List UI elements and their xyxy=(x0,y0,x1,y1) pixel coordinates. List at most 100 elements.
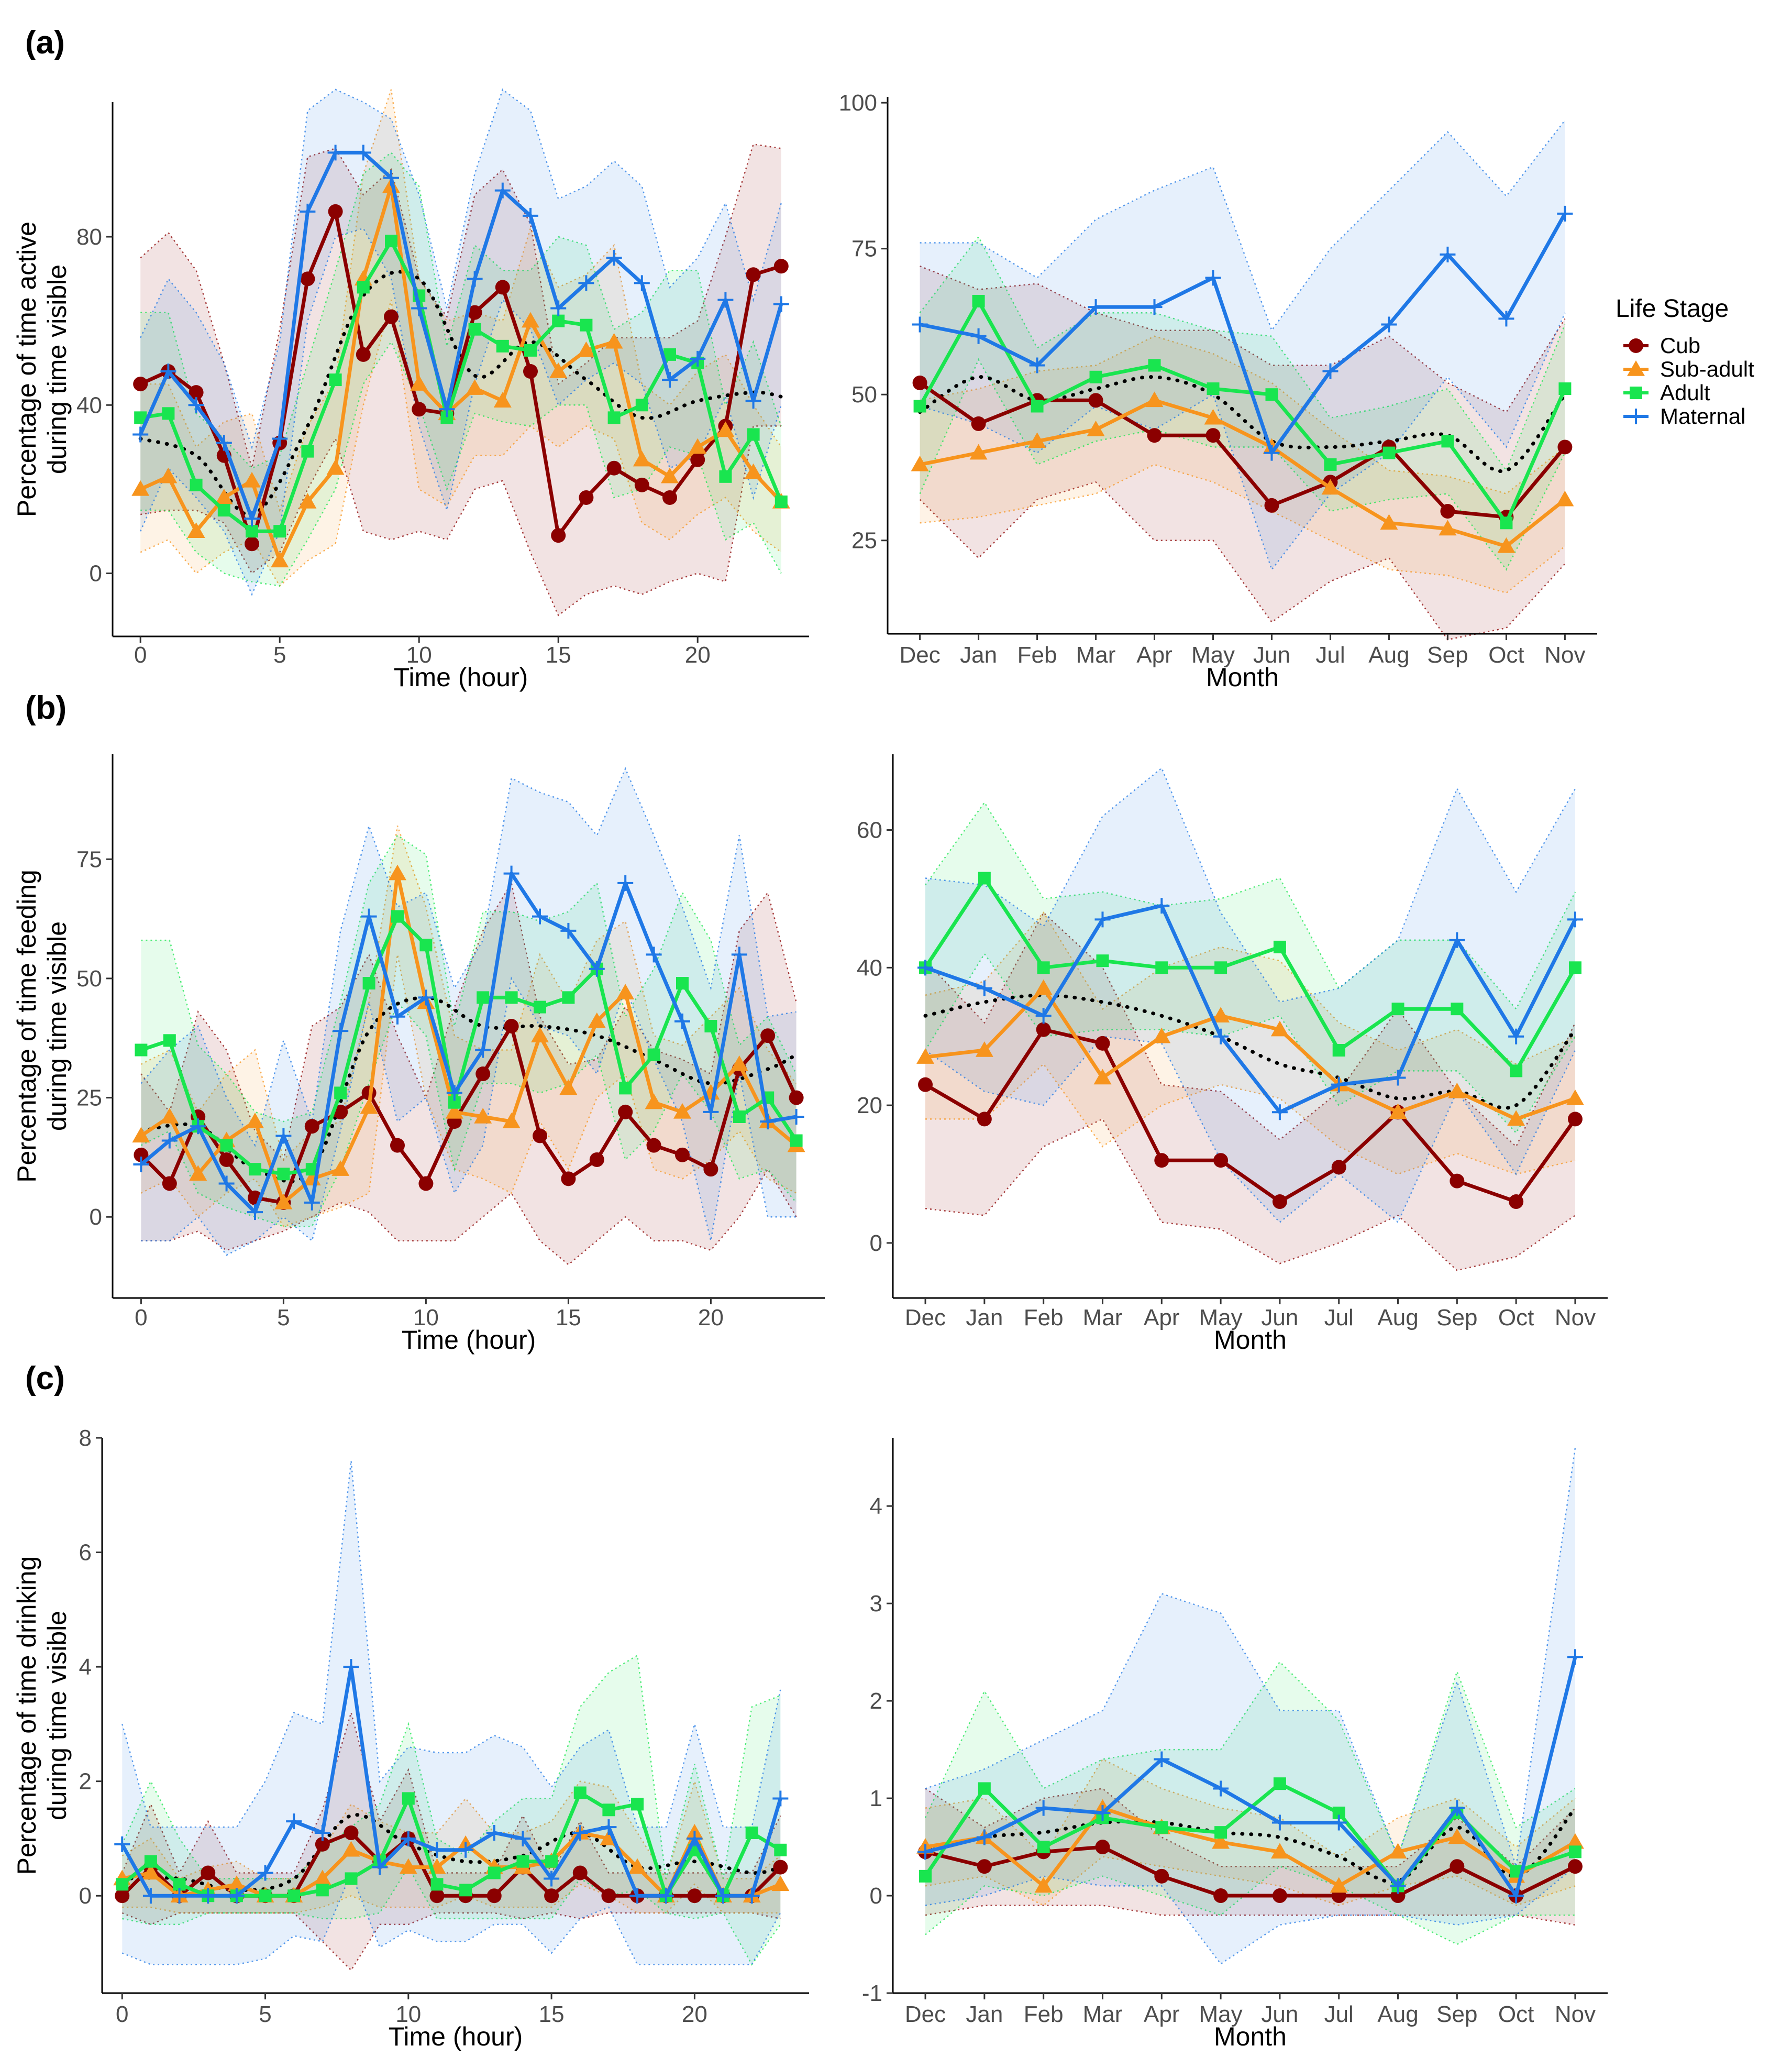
data-point-adult xyxy=(1037,1841,1050,1854)
confidence-bands xyxy=(924,1447,1576,1965)
data-point-maternal xyxy=(717,292,734,308)
data-point-adult xyxy=(775,495,788,508)
band-maternal xyxy=(122,1460,781,1965)
data-point-sub-adult xyxy=(1389,1843,1407,1859)
data-point-maternal xyxy=(1381,316,1397,333)
data-point-cub xyxy=(1264,498,1279,513)
data-point-cub xyxy=(634,477,649,492)
band-maternal xyxy=(925,1447,1575,1964)
data-point-sub-adult xyxy=(1321,479,1340,495)
data-point-sub-adult xyxy=(531,1027,549,1042)
data-point-adult xyxy=(385,235,397,248)
data-point-cub xyxy=(1095,1036,1110,1051)
x-tick-label: Sep xyxy=(1427,642,1468,668)
data-point-adult xyxy=(524,344,537,357)
data-point-sub-adult xyxy=(342,1841,360,1857)
panel-label-a: (a) xyxy=(25,25,65,61)
data-point-sub-adult xyxy=(1270,1843,1289,1859)
data-point-maternal xyxy=(286,1813,302,1830)
data-point-cub xyxy=(344,1825,359,1841)
x-tick-label: Jun xyxy=(1261,2001,1298,2027)
data-point-sub-adult xyxy=(1448,1828,1466,1844)
series-line-maternal xyxy=(138,150,783,521)
band-adult xyxy=(925,1662,1575,1944)
series-line-maternal xyxy=(925,1656,1577,1898)
data-point-cub xyxy=(690,452,705,467)
y-axis-title: Percentage of time active xyxy=(12,222,41,517)
data-point-maternal xyxy=(515,1830,531,1846)
data-point-adult xyxy=(391,910,404,923)
y-tick-label: 0 xyxy=(79,1883,92,1909)
data-point-sub-adult xyxy=(274,1193,293,1209)
data-point-maternal xyxy=(917,1844,934,1860)
data-point-cub xyxy=(572,1865,588,1880)
legend-marker-cub xyxy=(1629,338,1643,353)
legend-item-maternal: Maternal xyxy=(1623,404,1745,428)
data-point-sub-adult xyxy=(246,1113,264,1128)
x-tick-label: Dec xyxy=(905,1305,946,1330)
data-point-maternal xyxy=(494,182,511,199)
band-lower-adult xyxy=(140,1001,797,1227)
data-point-cub xyxy=(245,536,259,552)
data-point-cub xyxy=(1036,1022,1051,1037)
data-point-sub-adult xyxy=(131,480,150,496)
data-point-adult xyxy=(1207,382,1220,395)
y-tick-label: 2 xyxy=(870,1688,882,1714)
data-point-adult xyxy=(972,294,985,307)
data-point-sub-adult xyxy=(730,1055,748,1071)
trend-line xyxy=(918,375,1567,474)
data-point-adult xyxy=(163,1034,176,1047)
data-point-maternal xyxy=(300,203,316,219)
data-point-cub xyxy=(977,1859,992,1874)
data-point-adult xyxy=(345,1872,358,1885)
x-tick-label: Mar xyxy=(1083,2001,1123,2027)
data-point-sub-adult xyxy=(243,471,261,488)
legend-item-cub: Cub xyxy=(1623,333,1700,358)
data-point-maternal xyxy=(1094,911,1111,928)
data-point-cub xyxy=(356,347,371,362)
chart-feeding-by-hour: 0 25 50 75 0 5 10 15 20 Time (hour) Percentage of … xyxy=(12,754,825,1355)
data-point-maternal xyxy=(674,1013,690,1029)
data-point-cub xyxy=(533,1128,547,1143)
y-tick-label: 80 xyxy=(76,224,102,250)
x-tick-label: Aug xyxy=(1377,2001,1418,2027)
data-point-cub xyxy=(618,1104,633,1119)
data-point-cub xyxy=(418,1176,434,1191)
data-point-adult xyxy=(1568,1845,1581,1858)
data-point-cub xyxy=(315,1836,330,1852)
y-tick-label: 0 xyxy=(870,1883,882,1909)
x-axis-title: Time (hour) xyxy=(389,2022,523,2051)
data-point-maternal xyxy=(658,1888,674,1904)
data-point-cub xyxy=(773,259,789,274)
data-point-adult xyxy=(334,1086,347,1099)
data-point-maternal xyxy=(532,908,548,925)
series-maternal xyxy=(132,145,789,527)
data-point-adult xyxy=(1510,1064,1523,1077)
band-upper-adult xyxy=(140,151,782,469)
data-point-cub xyxy=(912,375,927,390)
y-tick-label: 2 xyxy=(79,1769,92,1795)
data-point-adult xyxy=(1451,1003,1464,1016)
data-point-maternal xyxy=(114,1836,130,1852)
series-line-sub-adult xyxy=(925,1806,1576,1888)
data-point-maternal xyxy=(142,1888,159,1904)
x-tick-label: 15 xyxy=(546,642,571,668)
x-tick-label: Apr xyxy=(1144,2001,1179,2027)
data-point-cub xyxy=(1154,1868,1169,1884)
data-point-maternal xyxy=(773,296,789,312)
data-point-cub xyxy=(971,416,986,431)
data-point-sub-adult xyxy=(605,333,623,349)
legend-marker-sub-adult xyxy=(1627,360,1645,376)
x-tick-label: Oct xyxy=(1498,2001,1534,2027)
x-tick-label: 20 xyxy=(685,642,711,668)
band-lower-maternal xyxy=(121,1871,781,1965)
band-lower-adult xyxy=(140,340,782,587)
x-tick-label: Mar xyxy=(1083,1305,1123,1330)
series-line-maternal xyxy=(919,213,1567,455)
data-point-maternal xyxy=(458,1842,474,1858)
band-upper-adult xyxy=(924,801,1576,1010)
band-sub-adult xyxy=(141,826,797,1227)
x-axis-title: Time (hour) xyxy=(402,1325,536,1355)
data-point-adult xyxy=(1391,1003,1404,1016)
data-point-sub-adult xyxy=(1212,1833,1230,1849)
